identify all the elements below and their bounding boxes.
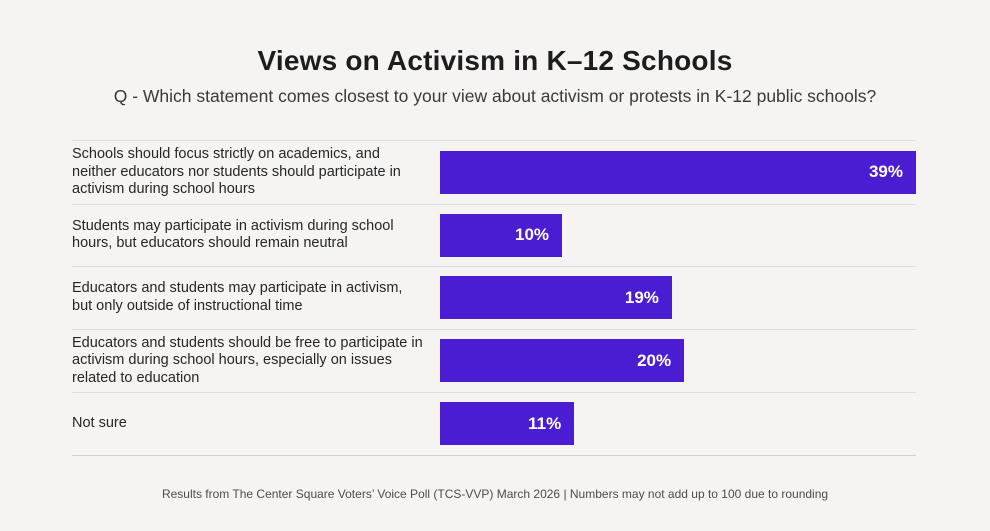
bar-track: 10% xyxy=(440,213,916,257)
chart-row: Not sure 11% xyxy=(72,393,916,456)
chart-row: Educators and students should be free to… xyxy=(72,330,916,393)
chart-title: Views on Activism in K–12 Schools xyxy=(257,45,733,76)
bar: 10% xyxy=(440,213,563,257)
category-label: Educators and students should be free to… xyxy=(72,334,423,386)
bar: 11% xyxy=(440,402,575,446)
category-label: Students may participate in activism dur… xyxy=(72,217,394,252)
bar-track: 19% xyxy=(440,276,916,320)
chart-row: Students may participate in activism dur… xyxy=(72,205,916,267)
bar-track: 20% xyxy=(440,339,916,383)
chart-row: Educators and students may participate i… xyxy=(72,267,916,330)
bar-value-label: 39% xyxy=(868,162,903,182)
bar-value-label: 11% xyxy=(528,413,562,433)
source-note: Results from The Center Square Voters’ V… xyxy=(161,487,829,501)
chart-row: Schools should focus strictly on academi… xyxy=(72,141,916,205)
bar: 19% xyxy=(440,276,672,320)
chart-subtitle: Q - Which statement comes closest to you… xyxy=(113,86,877,106)
bar-value-label: 20% xyxy=(637,350,672,370)
bar-value-label: 19% xyxy=(624,287,659,307)
category-label: Educators and students may participate i… xyxy=(72,280,403,314)
bar-chart: Schools should focus strictly on academi… xyxy=(72,140,916,456)
bar: 39% xyxy=(440,150,916,194)
category-label: Not sure xyxy=(72,415,127,431)
bar-track: 11% xyxy=(440,402,916,446)
bar-track: 39% xyxy=(440,150,916,194)
bar-value-label: 10% xyxy=(515,225,550,245)
bar: 20% xyxy=(440,339,685,383)
category-label: Schools should focus strictly on academi… xyxy=(72,146,401,197)
